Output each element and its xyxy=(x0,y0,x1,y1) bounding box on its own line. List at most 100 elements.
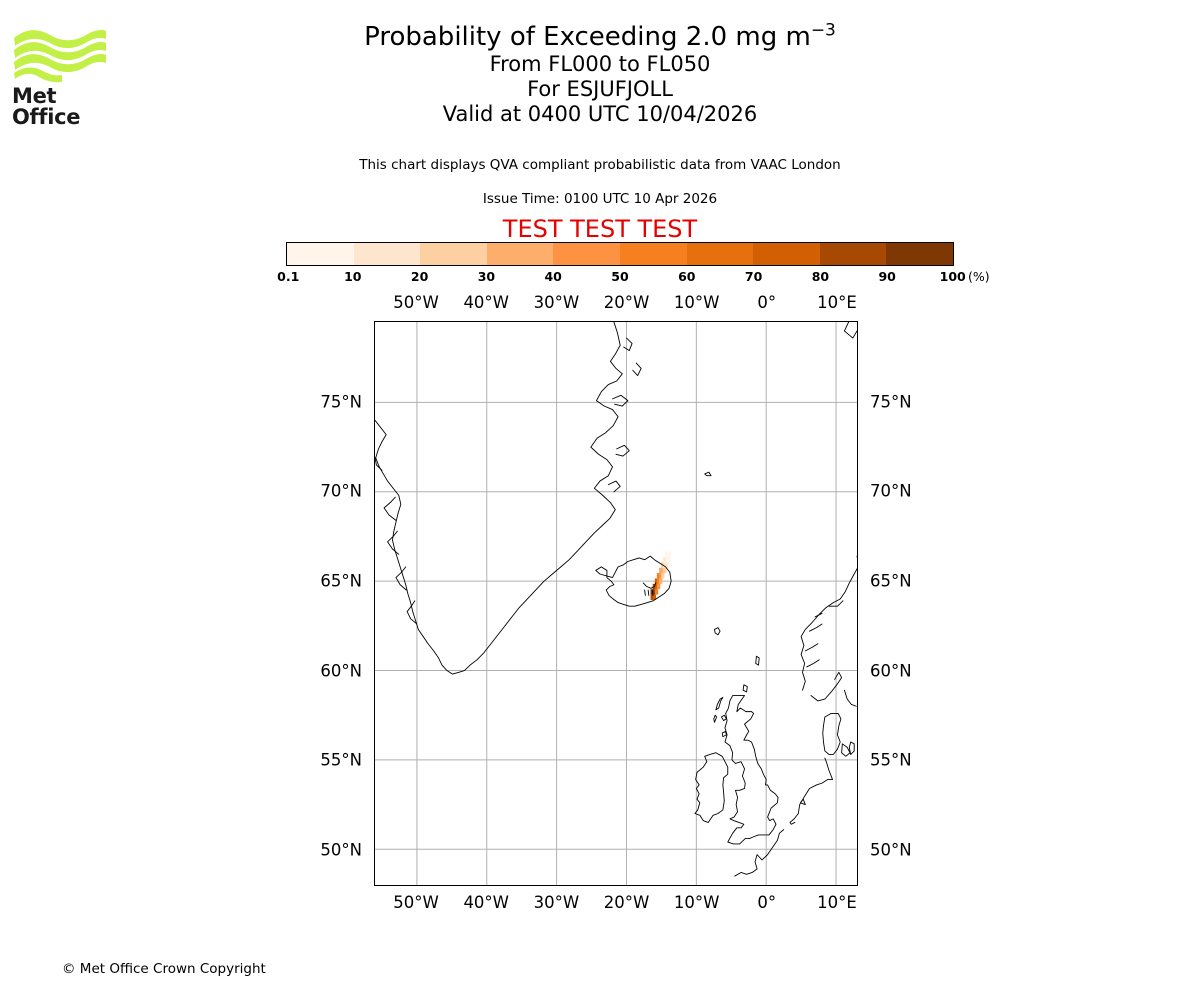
title-flight-levels: From FL000 to FL050 xyxy=(489,52,711,76)
coastline-path xyxy=(623,337,633,352)
chart-title-block: Probability of Exceeding 2.0 mg m−3 From… xyxy=(0,22,1200,127)
lat-tick-left-3: 60°N xyxy=(320,661,362,681)
colorbar-tick-70: 70 xyxy=(744,269,763,284)
lon-tick-top-1: 40°W xyxy=(463,293,509,312)
plume-cell xyxy=(656,583,661,590)
qva-compliance-note: This chart displays QVA compliant probab… xyxy=(359,157,841,173)
colorbar-band-5 xyxy=(619,243,687,265)
title-volcano: For ESJUFJOLL xyxy=(527,77,673,101)
title-valid-time: Valid at 0400 UTC 10/04/2026 xyxy=(442,102,758,126)
coastline-path xyxy=(612,394,629,407)
met-office-logo: Met Office xyxy=(12,26,116,128)
coastline-path xyxy=(595,555,672,607)
plume-cell xyxy=(667,557,671,563)
lon-tick-top-4: 10°W xyxy=(673,293,720,312)
plume-cell xyxy=(663,557,667,563)
coastline-path xyxy=(647,589,650,596)
colorbar-tick-30: 30 xyxy=(477,269,496,284)
colorbar-tick-80: 80 xyxy=(811,269,830,284)
colorbar-band-7 xyxy=(753,243,820,265)
plume-cell xyxy=(654,589,659,595)
coastline-path xyxy=(822,712,842,755)
colorbar-band-8 xyxy=(819,243,887,265)
colorbar-tick-60: 60 xyxy=(678,269,696,284)
ash-concentration-map[interactable] xyxy=(374,321,858,886)
lon-tick-bottom-2: 30°W xyxy=(533,893,580,912)
coastline-path xyxy=(806,659,820,668)
coastline-path xyxy=(800,555,857,691)
coastline-path xyxy=(644,589,646,596)
plume-cell xyxy=(658,567,663,574)
plume-cell xyxy=(656,578,661,584)
coastline-path xyxy=(843,689,857,707)
plume-cell xyxy=(654,583,659,590)
coastline-path xyxy=(789,757,833,825)
page-title: Probability of Exceeding 2.0 mg m−3 xyxy=(0,22,1200,52)
issue-time-label: Issue Time: 0100 UTC 10 Apr 2026 xyxy=(482,191,718,207)
coastline-path xyxy=(375,322,623,675)
coastline-path xyxy=(651,589,654,596)
coastline-path xyxy=(755,655,760,666)
colorbar-band-4 xyxy=(553,243,620,265)
coastline-path xyxy=(848,741,855,755)
lon-tick-bottom-6: 10°E xyxy=(817,893,857,912)
plume-cell xyxy=(656,573,661,579)
colorbar-tick-40: 40 xyxy=(544,269,562,284)
lat-tick-left-5: 50°N xyxy=(320,840,362,860)
coastlines-layer xyxy=(375,322,857,877)
met-office-wordmark: Met Office xyxy=(12,84,81,129)
graticule-lines xyxy=(375,322,857,885)
lon-tick-top-3: 20°W xyxy=(603,293,650,312)
copyright-notice: © Met Office Crown Copyright xyxy=(62,961,266,977)
lon-tick-bottom-1: 40°W xyxy=(463,893,509,912)
colorbar-tick-20: 20 xyxy=(410,269,429,284)
colorbar-band-2 xyxy=(420,243,487,265)
probability-colorbar xyxy=(286,242,954,266)
lon-tick-top-2: 30°W xyxy=(533,293,580,312)
plume-cell xyxy=(665,562,669,568)
coastline-path xyxy=(714,627,721,636)
lat-tick-right-5: 50°N xyxy=(870,840,912,860)
plume-cell xyxy=(663,567,667,574)
colorbar-tick-10: 10 xyxy=(344,269,362,284)
plume-cell xyxy=(650,594,654,600)
lon-tick-bottom-0: 50°W xyxy=(393,893,439,912)
coastline-path xyxy=(804,643,819,652)
colorbar-tick-100: 100 xyxy=(939,269,966,284)
colorbar-tick-labels: 0.1 10 20 30 40 50 60 70 80 90 100 xyxy=(277,269,966,287)
coastline-path xyxy=(406,600,418,625)
coastline-path xyxy=(704,471,712,477)
lat-tick-right-4: 55°N xyxy=(870,750,912,770)
lat-tick-right-0: 75°N xyxy=(870,392,912,412)
colorbar-tick-0.1: 0.1 xyxy=(277,269,300,284)
test-banner: TEST TEST TEST xyxy=(502,215,698,243)
lat-tick-left-0: 75°N xyxy=(320,392,362,412)
lon-tick-top-5: 0° xyxy=(757,293,777,312)
title-main-text: Probability of Exceeding 2.0 mg m xyxy=(364,22,811,52)
coastline-path xyxy=(814,612,823,618)
lon-tick-top-6: 10°E xyxy=(817,293,857,312)
coastline-path xyxy=(387,530,400,555)
plume-cell xyxy=(661,573,665,579)
lon-tick-bottom-4: 10°W xyxy=(673,893,720,912)
lat-tick-left-1: 70°N xyxy=(320,481,362,501)
coastline-path xyxy=(395,566,407,591)
colorbar-band-9 xyxy=(886,243,953,265)
plume-cell xyxy=(665,557,669,563)
plume-cell xyxy=(663,562,667,568)
plume-cell xyxy=(661,567,665,574)
lat-tick-right-3: 60°N xyxy=(870,661,912,681)
lon-tick-top-0: 50°W xyxy=(393,293,439,312)
coastline-path xyxy=(799,798,806,806)
coastline-path xyxy=(632,362,642,377)
colorbar-band-0 xyxy=(287,243,354,265)
coastline-path xyxy=(809,623,823,632)
colorbar-unit-label: (%) xyxy=(968,269,990,284)
coastline-path xyxy=(694,752,729,823)
plume-cell xyxy=(658,573,663,579)
lat-tick-right-1: 70°N xyxy=(870,481,912,501)
coastline-path xyxy=(734,829,785,877)
colorbar-band-6 xyxy=(686,243,754,265)
met-office-waves-icon xyxy=(14,30,106,83)
coastline-path xyxy=(642,582,657,589)
